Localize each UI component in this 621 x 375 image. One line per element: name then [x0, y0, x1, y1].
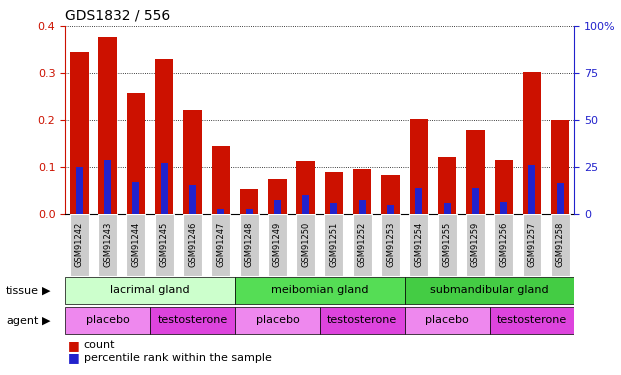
Text: GSM91253: GSM91253	[386, 222, 395, 267]
Bar	[472, 188, 479, 214]
Bar	[98, 214, 117, 276]
Bar	[217, 209, 224, 214]
Bar	[353, 169, 371, 214]
Bar	[320, 307, 405, 334]
Bar	[551, 120, 569, 214]
Text: GSM91249: GSM91249	[273, 222, 282, 267]
Bar	[183, 110, 202, 214]
Bar	[127, 214, 145, 276]
Bar	[296, 161, 315, 214]
Bar	[65, 277, 235, 304]
Text: GSM91257: GSM91257	[527, 222, 537, 267]
Bar	[405, 307, 489, 334]
Bar	[240, 189, 258, 214]
Bar	[381, 175, 400, 214]
Bar	[522, 214, 542, 276]
Text: ▶: ▶	[42, 316, 51, 326]
Text: GSM91244: GSM91244	[132, 222, 140, 267]
Text: GSM91247: GSM91247	[216, 222, 225, 267]
Text: GSM91254: GSM91254	[414, 222, 424, 267]
Text: GSM91246: GSM91246	[188, 222, 197, 267]
Text: GSM91250: GSM91250	[301, 222, 310, 267]
Bar	[302, 195, 309, 214]
Bar	[500, 202, 507, 214]
Text: placebo: placebo	[425, 315, 469, 325]
Bar	[494, 160, 513, 214]
Text: submandibular gland: submandibular gland	[430, 285, 549, 295]
Bar	[268, 214, 287, 276]
Text: GSM91243: GSM91243	[103, 222, 112, 267]
Bar	[443, 203, 451, 214]
Text: placebo: placebo	[86, 315, 130, 325]
Text: GSM91248: GSM91248	[245, 222, 253, 267]
Bar	[296, 214, 315, 276]
Bar	[489, 307, 574, 334]
Bar	[387, 205, 394, 214]
Bar	[405, 277, 574, 304]
Text: placebo: placebo	[255, 315, 299, 325]
Bar	[494, 214, 513, 276]
Bar	[557, 183, 564, 214]
Text: ▶: ▶	[42, 286, 51, 296]
Bar	[551, 214, 569, 276]
Text: count: count	[84, 340, 116, 350]
Bar	[359, 200, 366, 214]
Bar	[183, 214, 202, 276]
Bar	[415, 188, 422, 214]
Bar	[274, 200, 281, 214]
Bar	[70, 214, 89, 276]
Text: testosterone: testosterone	[497, 315, 567, 325]
Bar	[155, 214, 174, 276]
Text: agent: agent	[6, 316, 39, 326]
Bar	[70, 52, 89, 214]
Bar	[466, 130, 484, 214]
Bar	[438, 214, 456, 276]
Text: testosterone: testosterone	[327, 315, 397, 325]
Bar	[330, 203, 337, 214]
Bar	[99, 37, 117, 214]
Text: GDS1832 / 556: GDS1832 / 556	[65, 9, 170, 22]
Text: GSM91258: GSM91258	[556, 222, 564, 267]
Bar	[212, 146, 230, 214]
Bar	[235, 277, 405, 304]
Text: GSM91256: GSM91256	[499, 222, 508, 267]
Text: meibomian gland: meibomian gland	[271, 285, 369, 295]
Bar	[466, 214, 485, 276]
Bar	[381, 214, 400, 276]
Bar	[523, 72, 541, 214]
Text: ■: ■	[68, 339, 80, 352]
Bar	[528, 165, 535, 214]
Text: tissue: tissue	[6, 286, 39, 296]
Bar	[189, 184, 196, 214]
Bar	[268, 178, 286, 214]
Bar	[132, 182, 140, 214]
Bar	[410, 119, 428, 214]
Bar	[245, 209, 253, 214]
Bar	[161, 163, 168, 214]
Text: GSM91251: GSM91251	[330, 222, 338, 267]
Text: GSM91252: GSM91252	[358, 222, 367, 267]
Bar	[240, 214, 258, 276]
Bar	[211, 214, 230, 276]
Text: GSM91259: GSM91259	[471, 222, 480, 267]
Text: lacrimal gland: lacrimal gland	[111, 285, 190, 295]
Text: ■: ■	[68, 351, 80, 364]
Bar	[325, 214, 343, 276]
Bar	[409, 214, 428, 276]
Text: percentile rank within the sample: percentile rank within the sample	[84, 353, 272, 363]
Text: GSM91242: GSM91242	[75, 222, 84, 267]
Bar	[155, 59, 173, 214]
Bar	[150, 307, 235, 334]
Bar	[325, 172, 343, 214]
Bar	[438, 157, 456, 214]
Text: GSM91255: GSM91255	[443, 222, 451, 267]
Bar	[127, 93, 145, 214]
Bar	[235, 307, 320, 334]
Text: testosterone: testosterone	[157, 315, 228, 325]
Bar	[353, 214, 372, 276]
Text: GSM91245: GSM91245	[160, 222, 169, 267]
Bar	[104, 160, 111, 214]
Bar	[76, 167, 83, 214]
Bar	[65, 307, 150, 334]
